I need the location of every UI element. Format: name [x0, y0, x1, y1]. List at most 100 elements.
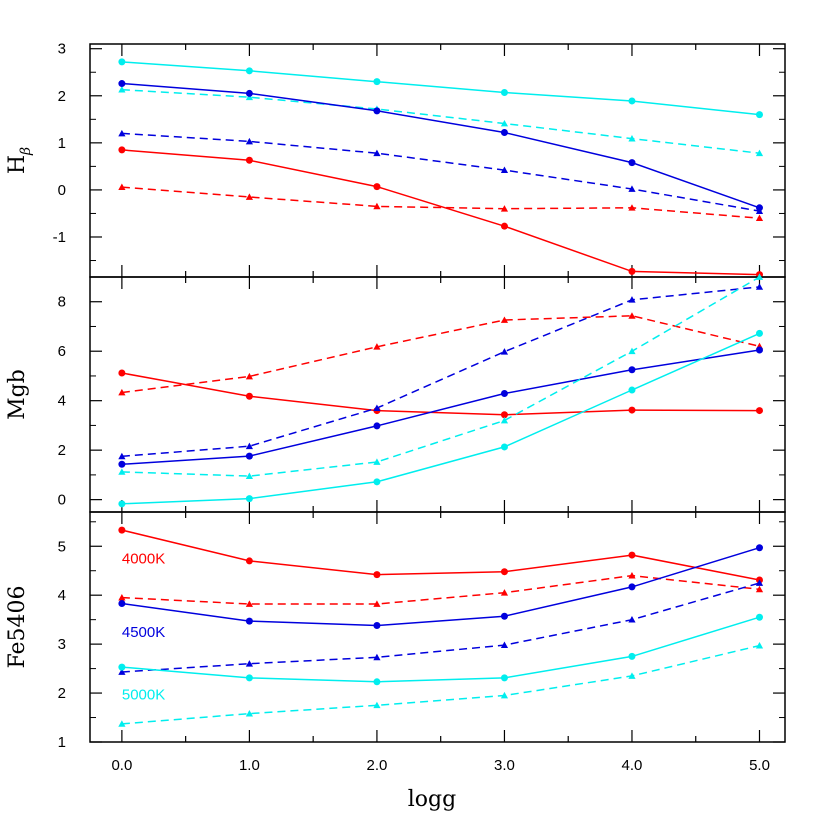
x-tick-label: 4.0 — [622, 757, 643, 774]
data-point — [500, 416, 509, 424]
data-point — [755, 585, 764, 593]
data-point — [118, 388, 126, 396]
data-point — [500, 88, 508, 96]
data-point — [245, 392, 253, 400]
series-line — [121, 132, 760, 212]
series-4500K-dashed — [118, 129, 764, 214]
data-point — [373, 458, 381, 465]
data-point — [628, 185, 636, 192]
data-point — [245, 600, 254, 607]
data-point — [373, 701, 381, 709]
y-axis-title-subscript: β — [18, 147, 34, 156]
data-point — [118, 369, 126, 377]
y-tick-label: 5 — [58, 538, 66, 555]
data-point — [755, 273, 764, 280]
data-point — [118, 663, 126, 671]
panel-frame — [89, 511, 786, 743]
y-tick-label: 1 — [58, 135, 66, 152]
data-point — [500, 691, 509, 699]
data-point — [373, 622, 381, 630]
y-tick-label: 2 — [58, 442, 66, 459]
data-point — [628, 672, 636, 679]
series-4500K-dashed — [118, 283, 764, 460]
x-axis: 0.0 1.0 2.0 3.0 4.0 5.0 — [111, 757, 769, 774]
y-tick-label: 4 — [58, 587, 66, 604]
series-line — [121, 88, 760, 154]
data-point — [628, 366, 636, 374]
data-point — [245, 137, 254, 145]
y-tick-label: 2 — [58, 88, 66, 105]
series-line — [121, 349, 760, 466]
data-point — [755, 544, 763, 552]
data-point — [628, 347, 636, 355]
data-point — [628, 572, 636, 579]
data-point — [500, 205, 509, 212]
x-tick-label: 0.0 — [111, 757, 132, 774]
series-line — [121, 616, 760, 683]
panel-mgb: 0 2 4 6 8 Mgb — [5, 273, 786, 513]
data-point — [245, 557, 253, 565]
temperature-label: 4500K — [122, 624, 165, 641]
data-point — [628, 652, 636, 660]
data-point — [373, 343, 381, 350]
x-tick-label: 1.0 — [239, 757, 260, 774]
data-point — [500, 222, 508, 230]
data-point — [118, 58, 126, 66]
data-point — [628, 616, 636, 623]
data-point — [755, 641, 764, 649]
series-4500K-solid — [118, 80, 763, 212]
y-tick-label: -1 — [53, 229, 66, 246]
series-line — [121, 372, 760, 416]
data-point — [373, 78, 381, 86]
y-axis-title-text: Fe5406 — [5, 585, 30, 668]
data-point — [245, 372, 254, 380]
data-point — [500, 119, 509, 127]
x-tick-label: 3.0 — [494, 757, 515, 774]
series-line — [121, 61, 760, 116]
series-line — [121, 286, 760, 458]
series-line — [121, 315, 760, 394]
data-point — [245, 193, 254, 200]
series-line — [121, 574, 760, 605]
data-point — [500, 316, 509, 323]
data-point — [373, 149, 381, 157]
panel-frame — [89, 276, 786, 513]
data-point — [373, 107, 381, 115]
data-point — [500, 390, 508, 398]
series-line — [121, 186, 760, 219]
data-point — [245, 89, 253, 97]
series-5000K-solid — [118, 58, 763, 119]
data-point — [755, 207, 764, 214]
data-point — [755, 149, 764, 157]
temperature-label: 5000K — [122, 686, 165, 703]
y-tick-label: 0 — [58, 182, 66, 199]
data-point — [373, 571, 381, 579]
data-point — [373, 183, 381, 191]
series-5000K-solid — [118, 329, 763, 508]
data-point — [373, 478, 381, 486]
y-tick-label: 3 — [58, 41, 66, 58]
data-point — [755, 613, 763, 621]
data-point — [500, 641, 509, 648]
data-point — [245, 452, 253, 460]
data-point — [500, 411, 508, 419]
y-axis-title-text: H — [5, 155, 30, 174]
data-point — [373, 653, 381, 661]
data-point — [245, 495, 253, 503]
data-point — [628, 312, 636, 319]
data-point — [118, 452, 126, 460]
panel-hbeta: -1 0 1 2 3 Hβ — [5, 41, 786, 279]
data-point — [755, 283, 764, 290]
data-point — [118, 129, 126, 137]
data-point — [245, 674, 253, 682]
panel-fe5406: 1 2 3 4 5 Fe5406 4000K 4500K 5000K — [5, 511, 786, 751]
data-point — [500, 568, 508, 576]
y-tick-label: 2 — [58, 685, 66, 702]
x-tick-label: 5.0 — [749, 757, 770, 774]
data-point — [245, 617, 253, 625]
series-line — [121, 149, 760, 276]
data-point — [118, 183, 126, 190]
data-point — [628, 135, 636, 142]
data-point — [755, 346, 763, 354]
y-tick-label: 6 — [58, 343, 66, 360]
